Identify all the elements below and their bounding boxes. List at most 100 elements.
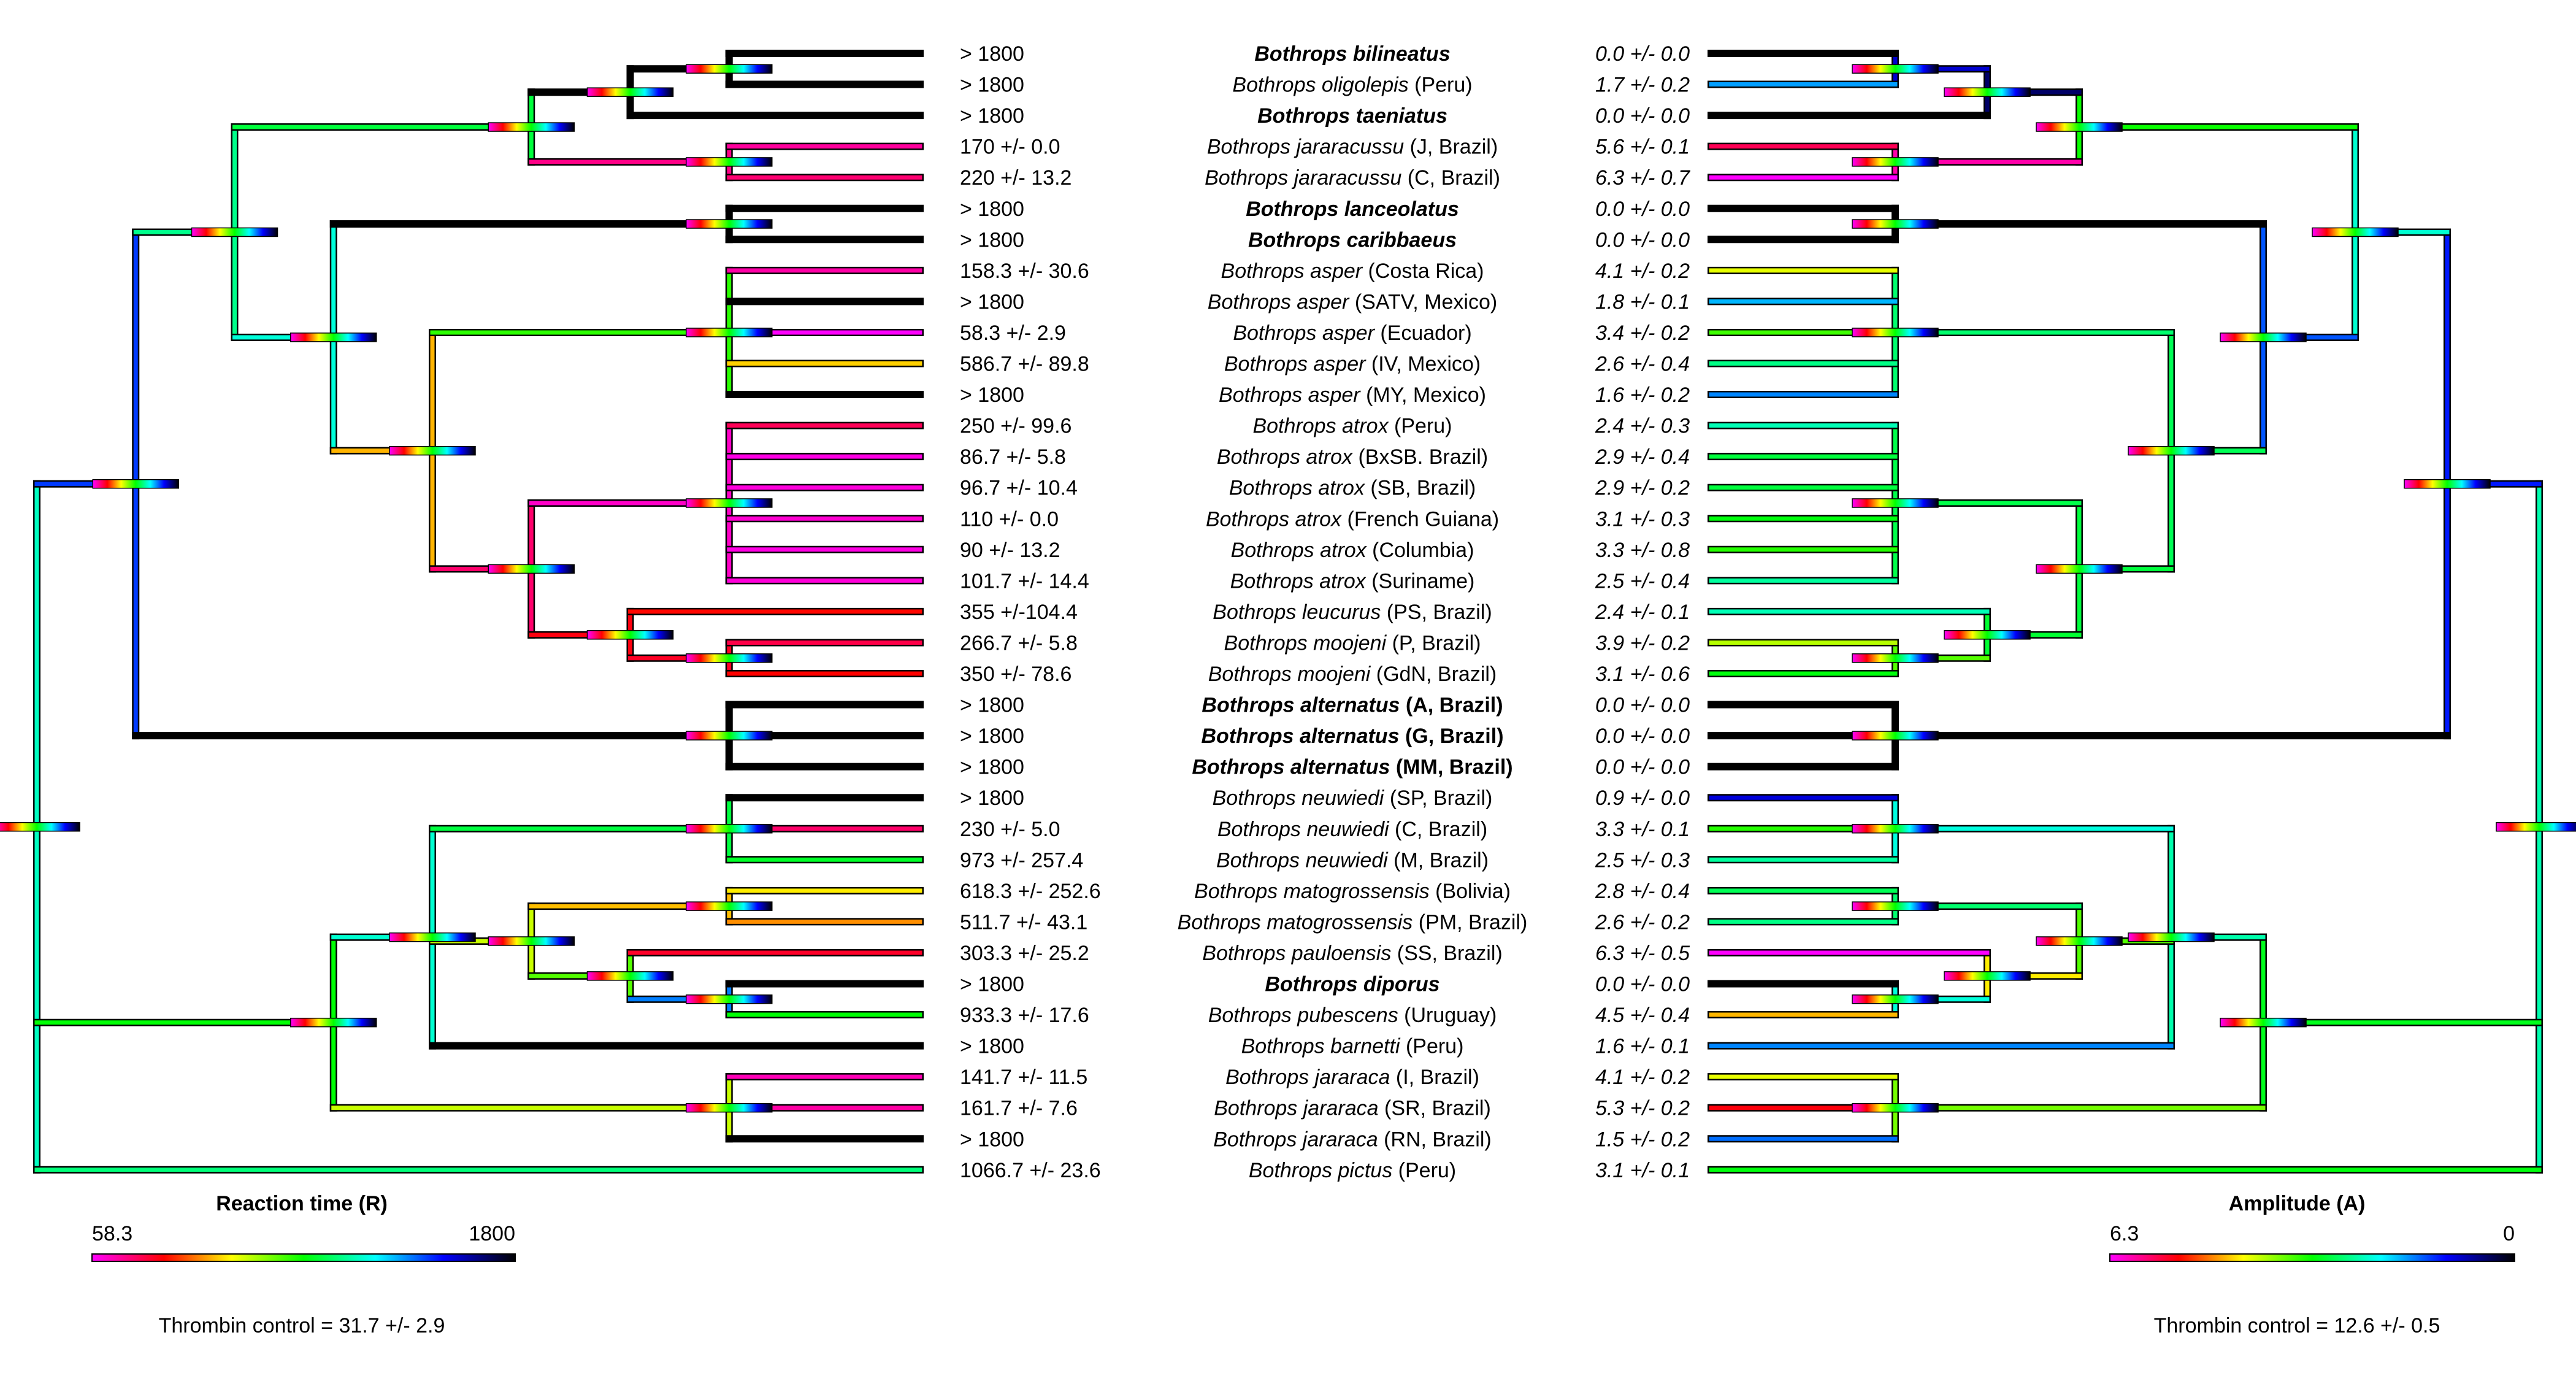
taxon-binomial: Bothrops asper bbox=[1233, 321, 1375, 345]
taxon-name: Bothrops asper (SATV, Mexico) bbox=[1208, 290, 1497, 313]
reaction-time-value: 161.7 +/- 7.6 bbox=[960, 1097, 1078, 1120]
taxon-name: Bothrops jararaca (I, Brazil) bbox=[1225, 1066, 1479, 1089]
taxon-name: Bothrops atrox (Suriname) bbox=[1230, 569, 1475, 593]
amplitude-value: 2.6 +/- 0.2 bbox=[1595, 910, 1690, 934]
reaction-time-confidence-bar bbox=[290, 333, 377, 342]
amplitude-confidence-bar bbox=[2128, 445, 2215, 456]
reaction-time-value: 101.7 +/- 14.4 bbox=[960, 569, 1089, 593]
taxon-binomial: Bothrops atrox bbox=[1231, 539, 1367, 562]
taxon-name: Bothrops jararaca (RN, Brazil) bbox=[1213, 1128, 1491, 1151]
amplitude-value: 3.9 +/- 0.2 bbox=[1595, 631, 1690, 655]
amplitude-value: 2.9 +/- 0.4 bbox=[1595, 445, 1690, 469]
reaction-time-value: 933.3 +/- 17.6 bbox=[960, 1004, 1089, 1027]
taxon-locality: (Costa Rica) bbox=[1362, 260, 1484, 283]
taxon-name: Bothrops oligolepis (Peru) bbox=[1232, 74, 1472, 97]
amplitude-value: 0.0 +/- 0.0 bbox=[1595, 973, 1690, 996]
amplitude-value: 2.5 +/- 0.3 bbox=[1595, 848, 1690, 872]
taxon-binomial: Bothrops asper bbox=[1224, 353, 1367, 376]
reaction-time-legend-title: Reaction time (R) bbox=[216, 1192, 388, 1215]
taxon-binomial: Bothrops diporus bbox=[1265, 973, 1439, 996]
amplitude-value: 3.3 +/- 0.8 bbox=[1595, 539, 1690, 562]
taxon-name: Bothrops lanceolatus bbox=[1246, 198, 1459, 221]
reaction-time-confidence-bar bbox=[686, 653, 773, 663]
taxon-locality: (French Guiana) bbox=[1341, 507, 1499, 531]
taxon-binomial: Bothrops neuwiedi bbox=[1216, 848, 1389, 872]
reaction-time-value: 350 +/- 78.6 bbox=[960, 663, 1071, 686]
reaction-time-confidence-bar bbox=[686, 731, 773, 740]
taxon-locality: (SATV, Mexico) bbox=[1349, 290, 1497, 313]
taxon-binomial: Bothrops leucurus bbox=[1213, 601, 1381, 624]
amplitude-value: 3.1 +/- 0.1 bbox=[1595, 1159, 1690, 1182]
reaction-time-value: > 1800 bbox=[960, 42, 1024, 66]
amplitude-confidence-bar bbox=[1852, 1102, 1939, 1113]
reaction-time-color-bar bbox=[91, 1253, 516, 1262]
reaction-time-value: > 1800 bbox=[960, 973, 1024, 996]
taxon-name: Bothrops taeniatus bbox=[1257, 104, 1447, 128]
taxon-name: Bothrops barnetti (Peru) bbox=[1241, 1035, 1464, 1058]
taxon-name: Bothrops leucurus (PS, Brazil) bbox=[1213, 601, 1492, 624]
taxon-name: Bothrops pictus (Peru) bbox=[1249, 1159, 1456, 1182]
amplitude-value: 4.1 +/- 0.2 bbox=[1595, 1066, 1690, 1089]
reaction-time-confidence-bar bbox=[686, 219, 773, 229]
amplitude-value: 2.4 +/- 0.3 bbox=[1595, 415, 1690, 438]
reaction-time-confidence-bar bbox=[686, 994, 773, 1004]
reaction-time-confidence-bar bbox=[686, 901, 773, 911]
taxon-binomial: Bothrops neuwiedi bbox=[1217, 818, 1390, 841]
amplitude-value: 3.4 +/- 0.2 bbox=[1595, 321, 1690, 345]
taxon-name: Bothrops asper (IV, Mexico) bbox=[1224, 353, 1481, 376]
taxon-name: Bothrops jararacussu (J, Brazil) bbox=[1207, 136, 1498, 159]
reaction-time-value: 220 +/- 13.2 bbox=[960, 166, 1071, 190]
reaction-time-value: 141.7 +/- 11.5 bbox=[960, 1066, 1087, 1089]
amplitude-value: 0.9 +/- 0.0 bbox=[1595, 786, 1690, 810]
amplitude-confidence-bar bbox=[1852, 157, 1939, 167]
reaction-time-legend-min: 58.3 bbox=[92, 1222, 132, 1245]
reaction-time-confidence-bar bbox=[92, 479, 179, 489]
taxon-labels: > 1800 Bothrops bilineatus 0.0 +/- 0.0 > 18… bbox=[960, 42, 1690, 1182]
taxon-binomial: Bothrops atrox bbox=[1217, 445, 1353, 469]
reaction-time-legend: Reaction time (R) 58.3 1800 Thrombin con… bbox=[91, 1192, 516, 1337]
reaction-time-confidence-bar bbox=[586, 630, 674, 640]
amplitude-confidence-bar bbox=[1944, 971, 2031, 981]
taxon-binomial: Bothrops atrox bbox=[1229, 477, 1365, 500]
amplitude-confidence-bar bbox=[2036, 122, 2123, 132]
taxon-name: Bothrops pauloensis (SS, Brazil) bbox=[1202, 942, 1502, 965]
reaction-time-confidence-bar bbox=[488, 564, 575, 574]
taxon-name: Bothrops alternatus (MM, Brazil) bbox=[1192, 756, 1512, 779]
taxon-name: Bothrops caribbaeus bbox=[1248, 228, 1457, 252]
reaction-time-value: > 1800 bbox=[960, 725, 1024, 748]
reaction-time-value: > 1800 bbox=[960, 198, 1024, 221]
amplitude-thrombin-control: Thrombin control = 12.6 +/- 0.5 bbox=[2154, 1314, 2440, 1337]
taxon-binomial: Bothrops moojeni bbox=[1208, 663, 1371, 686]
taxon-binomial: Bothrops alternatus bbox=[1202, 694, 1400, 717]
taxon-binomial: Bothrops pauloensis bbox=[1202, 942, 1391, 965]
taxon-binomial: Bothrops asper bbox=[1219, 383, 1361, 407]
reaction-time-confidence-bar bbox=[586, 87, 674, 97]
reaction-time-confidence-bar bbox=[586, 971, 674, 981]
amplitude-confidence-bar bbox=[1852, 64, 1939, 74]
amplitude-confidence-bar bbox=[1852, 219, 1939, 229]
amplitude-value: 2.6 +/- 0.4 bbox=[1595, 353, 1690, 376]
amplitude-legend-title: Amplitude (A) bbox=[2229, 1192, 2366, 1215]
taxon-binomial: Bothrops alternatus bbox=[1201, 725, 1399, 748]
taxon-name: Bothrops matogrossensis (Bolivia) bbox=[1194, 880, 1511, 903]
taxon-binomial: Bothrops atrox bbox=[1206, 507, 1342, 531]
taxon-locality: (C, Brazil) bbox=[1401, 166, 1500, 190]
taxon-locality: (Peru) bbox=[1409, 74, 1473, 97]
taxon-name: Bothrops diporus bbox=[1265, 973, 1439, 996]
amplitude-confidence-bar bbox=[1852, 731, 1939, 740]
reaction-time-value: 586.7 +/- 89.8 bbox=[960, 353, 1089, 376]
amplitude-value: 0.0 +/- 0.0 bbox=[1595, 198, 1690, 221]
reaction-time-value: 266.7 +/- 5.8 bbox=[960, 631, 1078, 655]
taxon-locality: (BxSB. Brazil) bbox=[1352, 445, 1488, 469]
amplitude-confidence-bar bbox=[2312, 227, 2399, 237]
reaction-time-value: > 1800 bbox=[960, 383, 1024, 407]
taxon-binomial: Bothrops alternatus bbox=[1192, 756, 1390, 779]
reaction-time-value: > 1800 bbox=[960, 694, 1024, 717]
taxon-binomial: Bothrops oligolepis bbox=[1232, 74, 1408, 97]
reaction-time-value: 1066.7 +/- 23.6 bbox=[960, 1159, 1101, 1182]
taxon-name: Bothrops pubescens (Uruguay) bbox=[1208, 1004, 1497, 1027]
amplitude-confidence-bar bbox=[2220, 333, 2307, 342]
amplitude-confidence-bar bbox=[2128, 932, 2215, 942]
